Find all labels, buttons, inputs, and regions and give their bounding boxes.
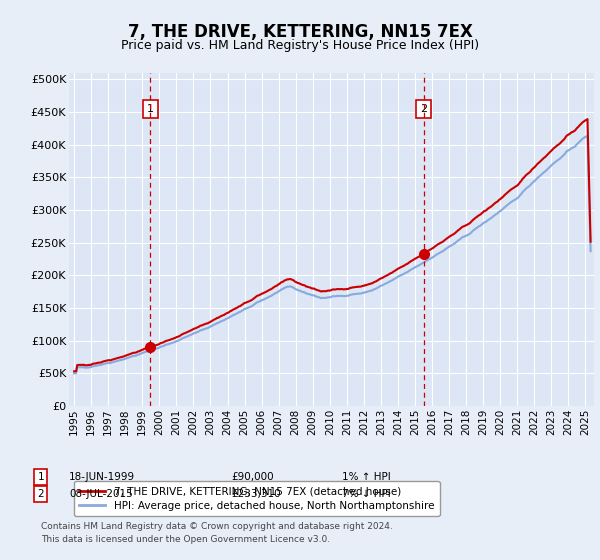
- Text: 08-JUL-2015: 08-JUL-2015: [69, 489, 133, 499]
- Text: £90,000: £90,000: [231, 472, 274, 482]
- Text: 7% ↓ HPI: 7% ↓ HPI: [342, 489, 391, 499]
- Text: Contains HM Land Registry data © Crown copyright and database right 2024.
This d: Contains HM Land Registry data © Crown c…: [41, 522, 392, 544]
- Legend: 7, THE DRIVE, KETTERING, NN15 7EX (detached house), HPI: Average price, detached: 7, THE DRIVE, KETTERING, NN15 7EX (detac…: [74, 481, 439, 516]
- Text: 1% ↑ HPI: 1% ↑ HPI: [342, 472, 391, 482]
- Text: 18-JUN-1999: 18-JUN-1999: [69, 472, 135, 482]
- Text: 1: 1: [37, 472, 44, 482]
- Text: 2: 2: [37, 489, 44, 499]
- Text: £233,310: £233,310: [231, 489, 281, 499]
- Text: 7, THE DRIVE, KETTERING, NN15 7EX: 7, THE DRIVE, KETTERING, NN15 7EX: [128, 24, 472, 41]
- Text: Price paid vs. HM Land Registry's House Price Index (HPI): Price paid vs. HM Land Registry's House …: [121, 39, 479, 53]
- Text: 1: 1: [146, 104, 154, 114]
- Text: 2: 2: [421, 104, 427, 114]
